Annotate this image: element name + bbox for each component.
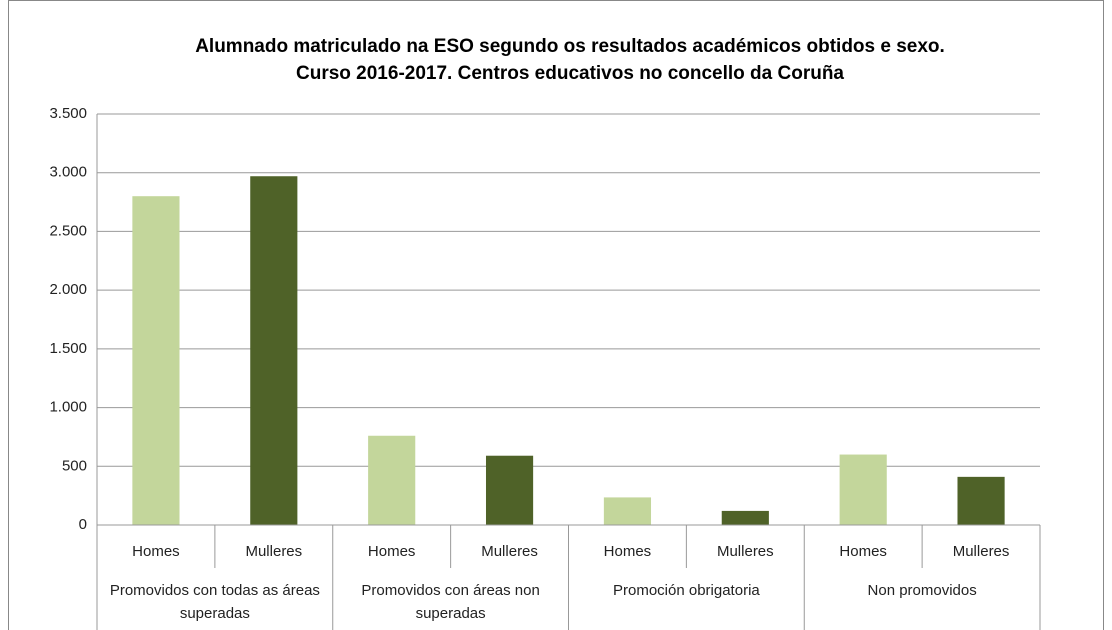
y-tick-label: 500 (62, 457, 87, 474)
x-tick-label: Mulleres (717, 543, 774, 560)
group-label: Promovidos con áreas non superadas (361, 582, 540, 622)
bar (132, 196, 180, 525)
bar (839, 454, 887, 525)
x-tick-label: Homes (132, 543, 180, 560)
chart-border (8, 0, 1104, 630)
y-tick-label: 2.000 (49, 281, 87, 298)
y-tick-label: 2.500 (49, 222, 87, 239)
y-tick-label: 0 (79, 516, 87, 533)
x-tick-label: Homes (604, 543, 652, 560)
chart-title: Alumnado matriculado na ESO segundo os r… (195, 36, 945, 57)
x-tick-label: Mulleres (953, 543, 1010, 560)
x-tick-label: Homes (839, 543, 887, 560)
bar (957, 476, 1005, 525)
x-tick-label: Mulleres (481, 543, 538, 560)
bar (721, 510, 769, 525)
group-label: Promoción obrigatoria (613, 582, 760, 599)
y-tick-label: 3.000 (49, 164, 87, 181)
group-label: Promovidos con todas as áreas superadas (109, 582, 320, 622)
bar (250, 176, 298, 526)
y-tick-label: 1.500 (49, 340, 87, 357)
bar (603, 497, 652, 525)
bar (368, 435, 416, 525)
y-tick-label: 3.500 (49, 105, 87, 122)
group-label: Non promovidos (867, 582, 977, 599)
x-tick-label: Mulleres (245, 543, 302, 560)
y-tick-label: 1.000 (49, 399, 87, 416)
x-tick-label: Homes (368, 543, 416, 560)
chart-subtitle: Curso 2016-2017. Centros educativos no c… (296, 63, 844, 84)
bar (485, 455, 534, 525)
